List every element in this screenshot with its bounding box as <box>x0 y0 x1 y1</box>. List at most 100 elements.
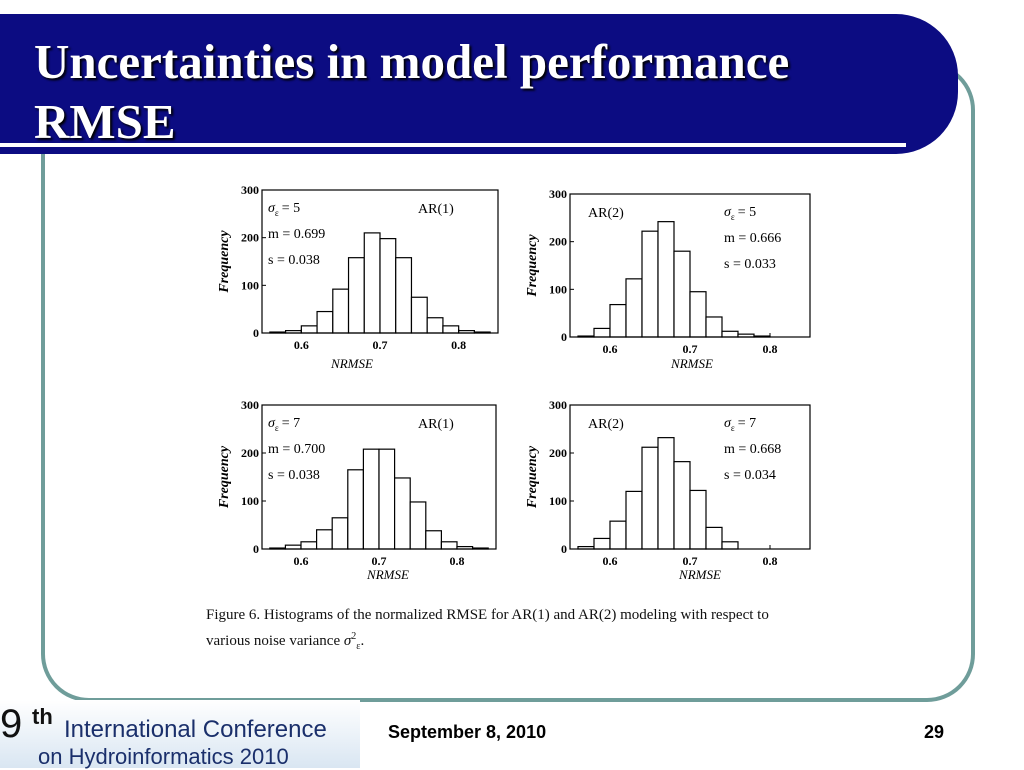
logo-superscript: th <box>32 704 53 729</box>
mean-annotation: m = 0.699 <box>268 227 325 242</box>
y-axis-label: Frequency <box>525 234 540 298</box>
x-tick-label: 0.6 <box>603 554 618 568</box>
histogram-bar <box>394 477 411 550</box>
histogram-bar <box>625 490 643 550</box>
y-tick-label: 300 <box>241 183 259 197</box>
histogram-panel-1: 0 100 200 300 0.6 0.7 0.8 NRMSE Frequency AR(1) σε… <box>217 183 499 371</box>
y-tick-label: 200 <box>241 446 259 460</box>
y-tick-label: 0 <box>253 542 259 556</box>
std-annotation: s = 0.038 <box>268 253 320 268</box>
sigma-annotation: σε = 5 <box>724 205 756 222</box>
x-tick-label: 0.7 <box>373 338 388 352</box>
title-underline <box>0 143 906 147</box>
histogram-bar <box>363 232 381 334</box>
histogram-bar <box>641 446 659 550</box>
y-tick-label: 100 <box>241 494 259 508</box>
caption-sigma-sub: ε <box>356 641 361 652</box>
sigma-symbol: σ <box>268 416 276 431</box>
conference-logo: 9 th International Conference on Hydroin… <box>0 700 360 769</box>
x-axis-label: NRMSE <box>366 567 409 582</box>
mean-annotation: m = 0.668 <box>724 442 781 457</box>
x-axis-label: NRMSE <box>678 567 721 582</box>
sigma-symbol: σ <box>268 201 276 216</box>
histogram-panel-2: 0 100 200 300 0.6 0.7 0.8 NRMSE Frequency AR(2) σε… <box>525 187 811 371</box>
x-tick-label: 0.6 <box>294 338 309 352</box>
histogram-bar <box>442 325 460 334</box>
y-tick-label: 200 <box>549 235 567 249</box>
x-axis-label: NRMSE <box>670 356 713 371</box>
histogram-bar <box>721 541 739 550</box>
x-tick-label: 0.8 <box>450 554 465 568</box>
slide-title-line1: Uncertainties in model performance <box>34 34 790 89</box>
model-label: AR(1) <box>418 202 454 217</box>
histogram-panel-4: 0 100 200 300 0.6 0.7 0.8 NRMSE Frequency AR(2) σε… <box>525 398 811 582</box>
sigma-annotation: σε = 7 <box>268 416 300 433</box>
histogram-bar <box>378 448 396 550</box>
sigma-subscript: ε <box>275 208 279 218</box>
histogram-bar <box>410 296 428 334</box>
histogram-bar <box>300 541 318 550</box>
sigma-annotation: σε = 5 <box>268 201 300 218</box>
histogram-bar <box>689 489 707 550</box>
std-annotation: s = 0.034 <box>724 468 776 483</box>
y-tick-label: 0 <box>561 542 567 556</box>
y-tick-label: 300 <box>241 398 259 412</box>
content-frame <box>41 62 975 702</box>
histogram-bar <box>425 530 443 550</box>
mean-annotation: m = 0.700 <box>268 442 325 457</box>
slide-title-line2: RMSE <box>34 94 176 149</box>
model-label: AR(1) <box>418 417 454 432</box>
caption-line2-text: various noise variance <box>206 633 341 649</box>
sigma-symbol: σ <box>724 205 732 220</box>
y-tick-label: 200 <box>241 231 259 245</box>
mean-annotation: m = 0.666 <box>724 231 781 246</box>
y-tick-label: 100 <box>549 282 567 296</box>
logo-number: 9 <box>0 702 23 746</box>
histogram-bar <box>593 327 611 338</box>
caption-line2: various noise variance σ2ε. <box>206 626 866 658</box>
histogram-bar <box>300 325 318 334</box>
std-annotation: s = 0.038 <box>268 468 320 483</box>
y-tick-label: 100 <box>549 494 567 508</box>
caption-line1: Figure 6. Histograms of the normalized R… <box>206 607 769 623</box>
histogram-bar <box>347 469 365 550</box>
caption-sigma-sup: 2 <box>351 631 357 642</box>
figure-caption: Figure 6. Histograms of the normalized R… <box>206 604 866 658</box>
caption-period: . <box>360 633 365 649</box>
model-label: AR(2) <box>588 417 624 432</box>
histogram-bar <box>593 537 611 550</box>
histogram-bar <box>625 278 643 338</box>
histogram-bar <box>689 291 707 338</box>
y-tick-label: 200 <box>549 446 567 460</box>
histogram-bar <box>609 520 627 550</box>
x-tick-label: 0.7 <box>683 342 698 356</box>
y-axis-label: Frequency <box>525 445 540 509</box>
y-tick-label: 300 <box>549 398 567 412</box>
histogram-bar <box>332 288 350 334</box>
logo-line1: International Conference <box>64 716 327 743</box>
sigma-value: = 5 <box>282 201 300 216</box>
histogram-bar <box>705 316 723 338</box>
y-tick-label: 0 <box>561 330 567 344</box>
histogram-bar <box>657 221 675 338</box>
caption-sigma-symbol: σ <box>343 633 352 649</box>
histogram-bar <box>426 317 444 334</box>
histogram-bar <box>395 257 413 334</box>
x-tick-label: 0.8 <box>763 554 778 568</box>
x-tick-label: 0.7 <box>683 554 698 568</box>
x-tick-label: 0.6 <box>603 342 618 356</box>
histogram-bar <box>673 461 691 550</box>
page-number: 29 <box>924 722 945 742</box>
logo-line2: on Hydroinformatics 2010 <box>38 744 289 769</box>
sigma-subscript: ε <box>731 423 735 433</box>
title-bar: Uncertainties in model performance RMSE <box>0 14 958 154</box>
histogram-bar <box>379 238 397 334</box>
x-tick-label: 0.8 <box>763 342 778 356</box>
sigma-value: = 5 <box>738 205 756 220</box>
histogram-bar <box>705 526 723 550</box>
histogram-bar <box>315 529 333 550</box>
model-label: AR(2) <box>588 206 624 221</box>
histogram-bar <box>440 541 458 550</box>
x-tick-label: 0.8 <box>451 338 466 352</box>
